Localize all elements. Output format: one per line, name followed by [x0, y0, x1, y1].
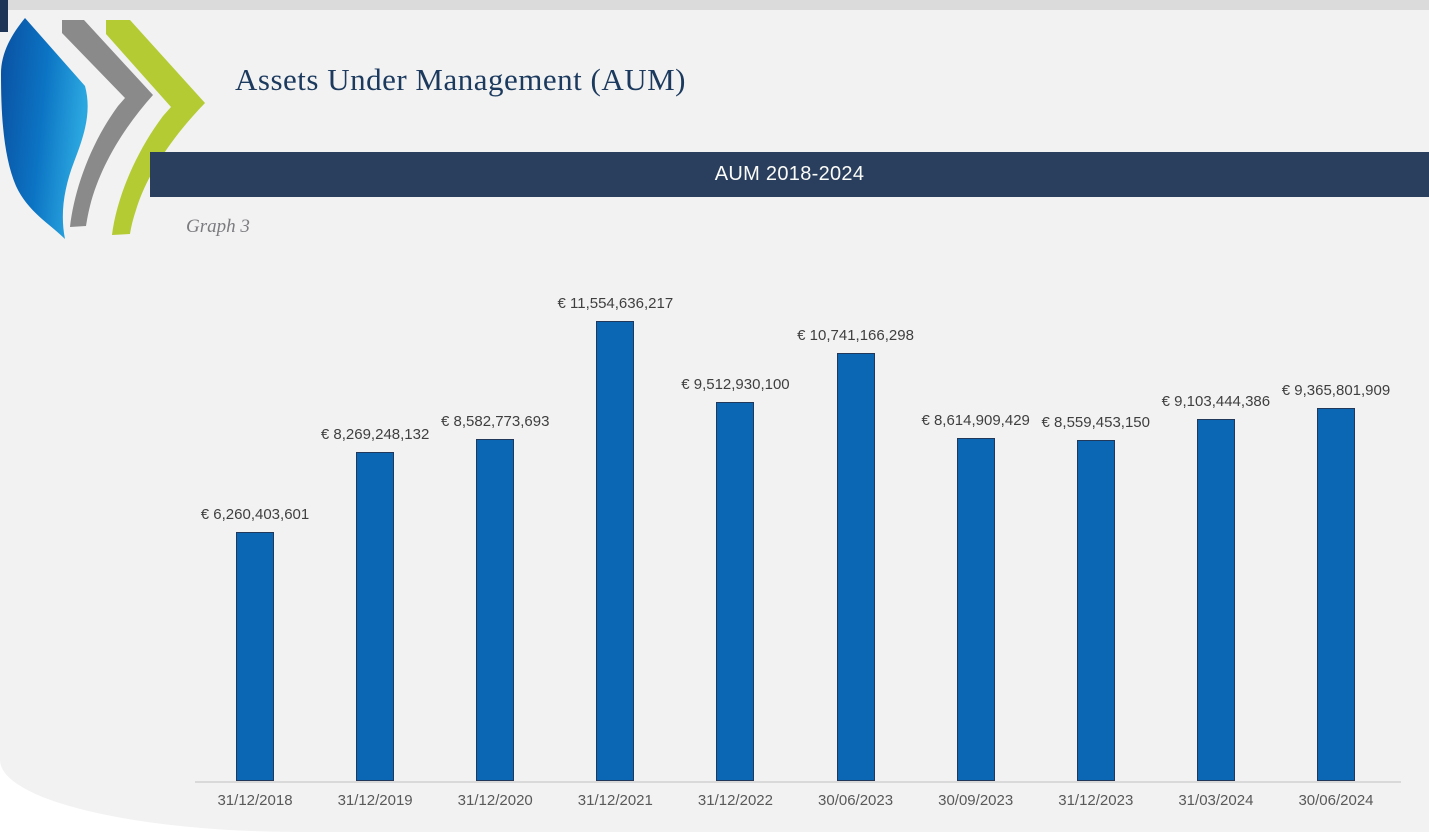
x-axis-line	[195, 781, 1401, 783]
page-title: Assets Under Management (AUM)	[235, 62, 686, 97]
bar-31-12-2021	[596, 321, 635, 781]
x-axis-label: 31/12/2020	[457, 792, 533, 809]
x-axis-label: 31/03/2024	[1178, 792, 1254, 809]
aum-bar-chart: € 6,260,403,601 31/12/2018 € 8,269,248,132…	[0, 250, 1429, 832]
logo-green-chevron	[106, 20, 205, 235]
bar-31-12-2023	[1076, 440, 1115, 781]
chart-title-banner: AUM 2018-2024	[150, 152, 1429, 197]
data-label: € 9,103,444,386	[1161, 393, 1271, 410]
graph-caption: Graph 3	[186, 216, 250, 237]
triple-chevron-logo-icon	[1, 18, 205, 239]
x-axis-label: 30/09/2023	[938, 792, 1014, 809]
logo-blue-chevron	[1, 18, 88, 239]
top-strip	[0, 0, 1429, 10]
chart-title: AUM 2018-2024	[714, 163, 865, 185]
bar-31-12-2020	[476, 439, 515, 781]
x-axis-label: 31/12/2021	[577, 792, 653, 809]
x-axis-label: 30/06/2024	[1298, 792, 1374, 809]
bar-31-12-2019	[356, 452, 395, 781]
bar-31-12-2018	[236, 532, 274, 781]
x-axis-label: 31/12/2023	[1058, 792, 1134, 809]
x-axis-label: 31/12/2018	[217, 792, 293, 809]
bar-30-09-2023	[956, 438, 995, 781]
data-label: € 9,512,930,100	[681, 376, 790, 393]
bar-30-06-2023	[836, 353, 875, 781]
data-label: € 9,365,801,909	[1281, 382, 1391, 399]
data-label: € 11,554,636,217	[557, 295, 674, 312]
x-axis-label: 31/12/2022	[697, 792, 773, 809]
top-left-corner-accent	[0, 0, 8, 32]
bar-31-12-2022	[716, 402, 755, 781]
bar-31-03-2024	[1196, 419, 1235, 781]
data-label: € 6,260,403,601	[200, 506, 310, 523]
data-label: € 10,741,166,298	[797, 327, 914, 344]
data-label: € 8,614,909,429	[921, 412, 1030, 429]
data-label: € 8,269,248,132	[320, 426, 430, 443]
x-axis-label: 30/06/2023	[818, 792, 894, 809]
data-label: € 8,559,453,150	[1041, 414, 1150, 431]
logo-gray-chevron	[62, 20, 153, 227]
data-label: € 8,582,773,693	[441, 413, 550, 430]
bar-30-06-2024	[1316, 408, 1355, 781]
x-axis-label: 31/12/2019	[337, 792, 413, 809]
